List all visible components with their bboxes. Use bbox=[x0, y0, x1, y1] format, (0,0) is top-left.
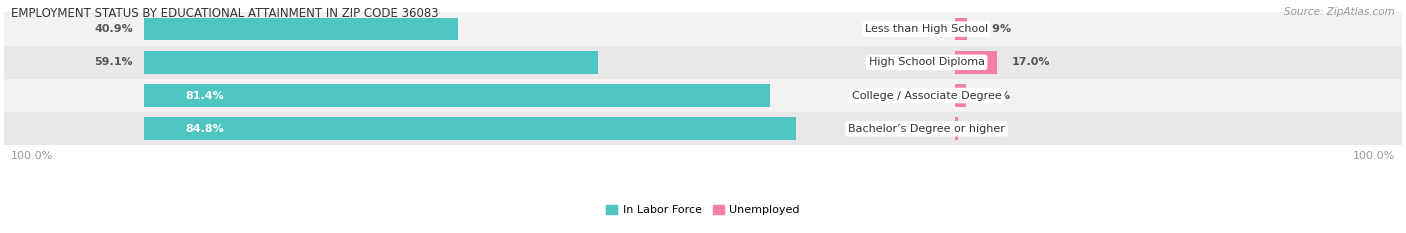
Text: 84.8%: 84.8% bbox=[186, 124, 225, 134]
Text: EMPLOYMENT STATUS BY EDUCATIONAL ATTAINMENT IN ZIP CODE 36083: EMPLOYMENT STATUS BY EDUCATIONAL ATTAINM… bbox=[11, 7, 439, 20]
Text: 4.9%: 4.9% bbox=[981, 24, 1012, 34]
Bar bbox=[4, 112, 1402, 145]
Text: 40.9%: 40.9% bbox=[94, 24, 132, 34]
Bar bbox=[955, 117, 957, 140]
Bar bbox=[4, 13, 1402, 46]
Bar bbox=[143, 18, 458, 40]
Text: 81.4%: 81.4% bbox=[186, 90, 225, 100]
Bar bbox=[4, 79, 1402, 112]
Bar bbox=[143, 84, 769, 107]
Bar bbox=[955, 84, 966, 107]
Text: High School Diploma: High School Diploma bbox=[869, 57, 984, 67]
Text: 100.0%: 100.0% bbox=[11, 151, 53, 161]
Bar bbox=[4, 46, 1402, 79]
Text: Source: ZipAtlas.com: Source: ZipAtlas.com bbox=[1284, 7, 1395, 17]
Text: 59.1%: 59.1% bbox=[94, 57, 132, 67]
Bar bbox=[143, 51, 598, 74]
Text: 17.0%: 17.0% bbox=[1011, 57, 1050, 67]
Text: 100.0%: 100.0% bbox=[1353, 151, 1395, 161]
Text: Bachelor’s Degree or higher: Bachelor’s Degree or higher bbox=[848, 124, 1005, 134]
Bar bbox=[143, 117, 796, 140]
Text: 1.2%: 1.2% bbox=[972, 124, 1002, 134]
Text: 4.4%: 4.4% bbox=[980, 90, 1011, 100]
Bar bbox=[955, 51, 997, 74]
Legend: In Labor Force, Unemployed: In Labor Force, Unemployed bbox=[606, 205, 800, 215]
Text: College / Associate Degree: College / Associate Degree bbox=[852, 90, 1001, 100]
Bar bbox=[955, 18, 967, 40]
Text: Less than High School: Less than High School bbox=[865, 24, 988, 34]
